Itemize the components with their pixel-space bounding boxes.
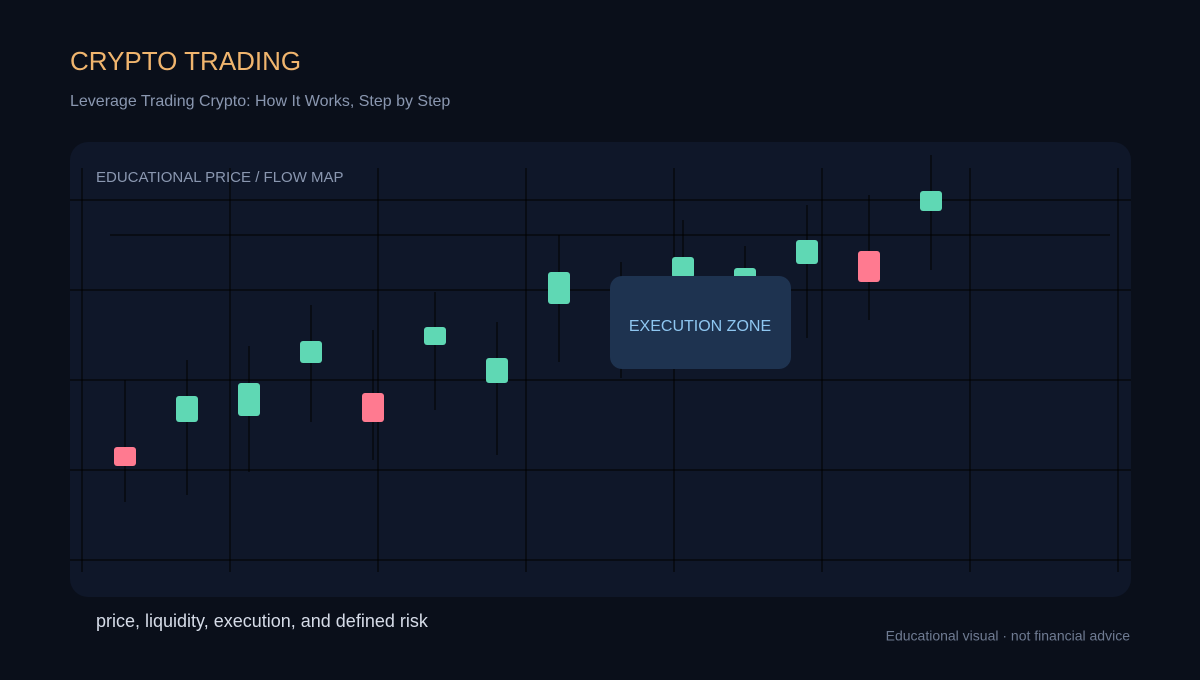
- candle-body: [362, 393, 384, 422]
- candle-body: [796, 240, 818, 264]
- candle-body: [858, 251, 880, 282]
- candle-body: [114, 447, 136, 466]
- panel-label: EDUCATIONAL PRICE / FLOW MAP: [96, 169, 344, 186]
- candle-body: [300, 341, 322, 363]
- candle-body: [238, 383, 260, 416]
- candle-body: [920, 191, 942, 211]
- footer: Educational visual · not financial advic…: [886, 628, 1131, 644]
- panel: [70, 142, 1131, 597]
- candle-body: [176, 396, 198, 422]
- candle-body: [548, 272, 570, 304]
- title: CRYPTO TRADING: [70, 46, 301, 76]
- grid: [70, 168, 1131, 572]
- candle-body: [486, 358, 508, 383]
- candle-body: [672, 257, 694, 278]
- annotation: EXECUTION ZONE: [629, 318, 771, 335]
- caption: price, liquidity, execution, and defined…: [96, 611, 429, 631]
- execution-zone: [610, 276, 791, 369]
- subtitle: Leverage Trading Crypto: How It Works, S…: [70, 93, 450, 110]
- candle-body: [424, 327, 446, 345]
